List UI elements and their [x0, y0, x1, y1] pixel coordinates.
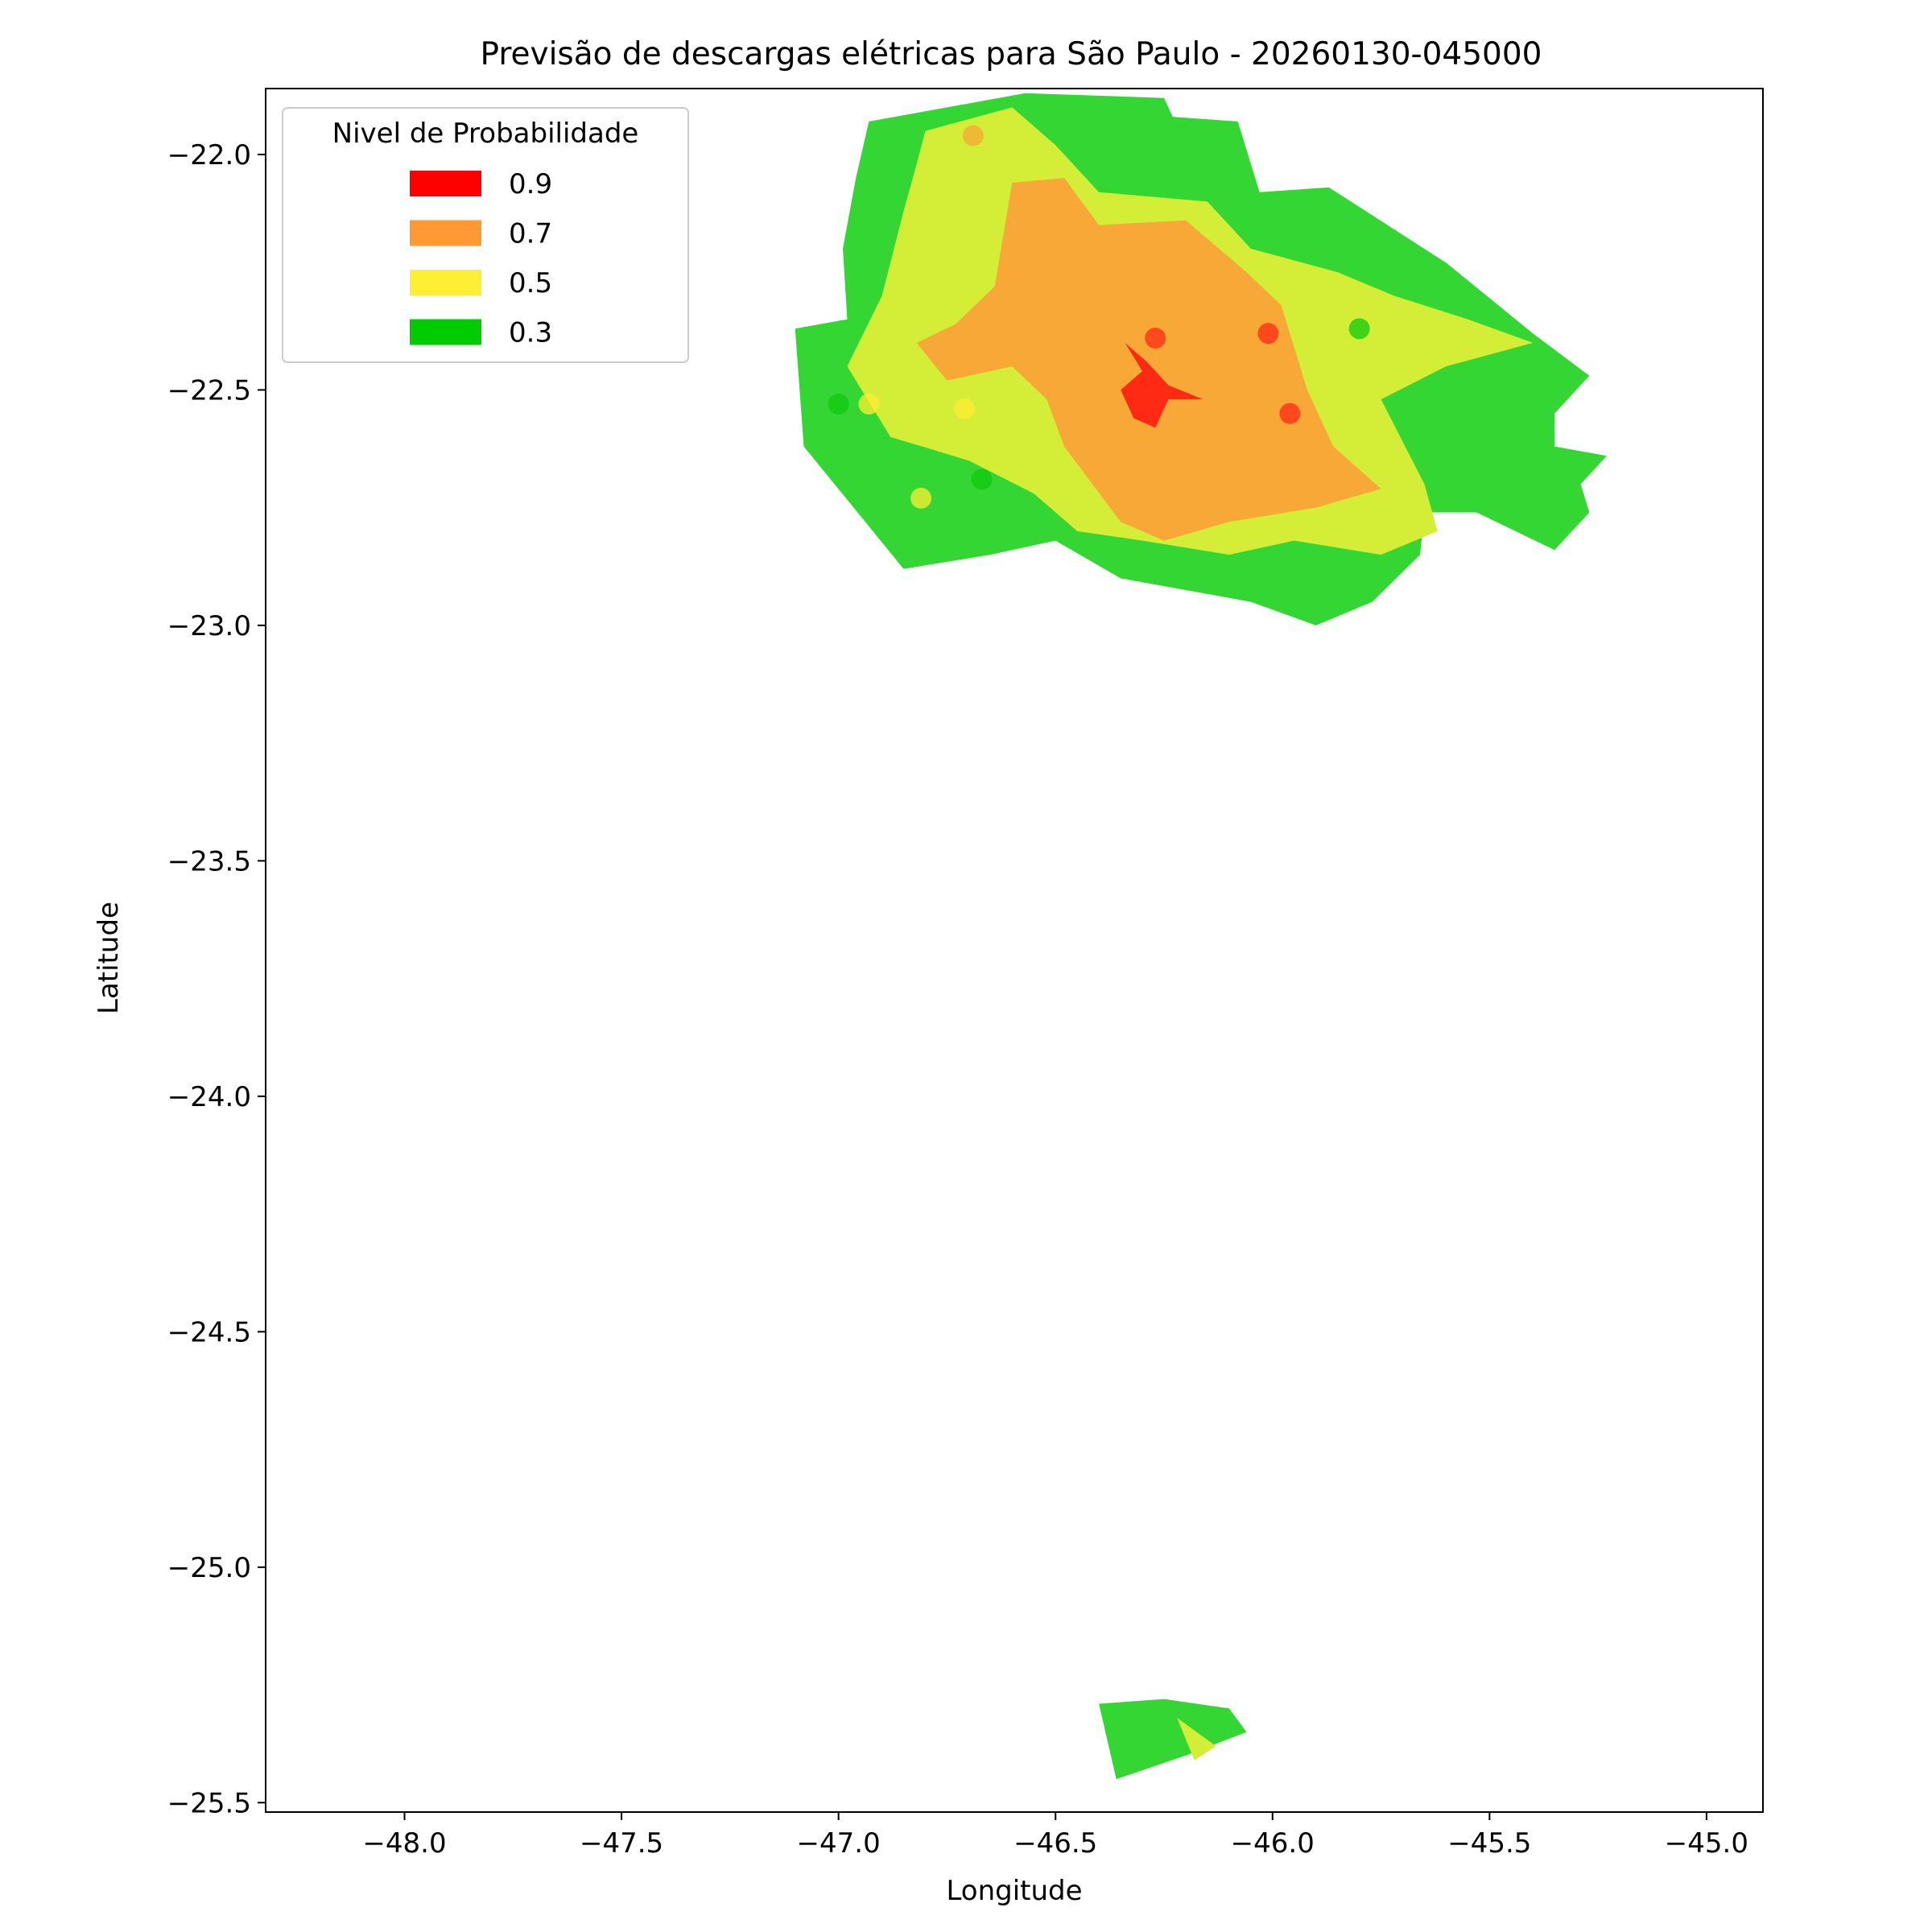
- x-axis-label: Longitude: [946, 1875, 1082, 1907]
- strike-point-9: [971, 469, 993, 490]
- strike-point-7: [954, 398, 975, 419]
- x-axis: −48.0 −47.5 −47.0 −46.5 −46.0 −45.5 −45.0: [362, 1812, 1748, 1860]
- strike-point-6: [858, 393, 880, 415]
- legend-label-2: 0.5: [509, 267, 552, 299]
- probability-region-3: [1121, 342, 1203, 428]
- strike-point-2: [1257, 323, 1279, 345]
- y-tick-label-2: −23.0: [167, 610, 251, 642]
- strike-point-3: [1279, 402, 1301, 424]
- x-tick-label-3: −46.5: [1013, 1827, 1097, 1860]
- y-axis-label: Latitude: [93, 902, 125, 1014]
- strike-point-8: [910, 487, 932, 509]
- y-tick-label-4: −24.0: [167, 1081, 251, 1113]
- y-tick-label-5: −24.5: [167, 1316, 251, 1348]
- legend-label-1: 0.7: [509, 218, 552, 250]
- legend-swatch-0: [410, 171, 481, 196]
- legend-swatch-2: [410, 270, 481, 295]
- plot-area: [795, 93, 1607, 1780]
- strike-point-4: [1348, 318, 1370, 340]
- legend: Nivel de Probabilidade 0.9 0.7 0.5 0.3: [282, 107, 689, 363]
- legend-label-3: 0.3: [509, 317, 552, 349]
- legend-swatch-1: [410, 220, 481, 246]
- legend-label-0: 0.9: [509, 168, 552, 200]
- x-tick-label-6: −45.0: [1665, 1827, 1748, 1860]
- probability-region-2: [916, 178, 1381, 541]
- x-tick-label-2: −47.0: [797, 1827, 881, 1860]
- y-tick-label-1: −22.5: [167, 374, 251, 407]
- strike-point-5: [828, 393, 849, 415]
- x-tick-label-1: −47.5: [580, 1827, 663, 1860]
- strike-point-1: [1145, 328, 1166, 349]
- y-tick-label-7: −25.5: [167, 1787, 251, 1819]
- legend-box: [282, 107, 689, 363]
- y-tick-label-6: −25.0: [167, 1552, 251, 1584]
- chart-title: Previsão de descargas elétricas para São…: [480, 36, 1542, 72]
- x-tick-label-4: −46.0: [1231, 1827, 1315, 1860]
- x-tick-label-0: −48.0: [362, 1827, 446, 1860]
- y-tick-label-3: −23.5: [167, 845, 251, 877]
- legend-swatch-3: [410, 319, 481, 345]
- plot-frame: [265, 88, 1764, 1813]
- probability-region-5: [1177, 1718, 1216, 1761]
- legend-title: Nivel de Probabilidade: [332, 118, 639, 150]
- strike-point-0: [962, 125, 984, 147]
- x-tick-label-5: −45.5: [1447, 1827, 1531, 1860]
- y-axis: −22.0 −22.5 −23.0 −23.5 −24.0 −24.5 −25.0 −25.5: [167, 139, 266, 1819]
- probability-region-4: [1099, 1699, 1247, 1780]
- y-tick-label-0: −22.0: [167, 139, 251, 171]
